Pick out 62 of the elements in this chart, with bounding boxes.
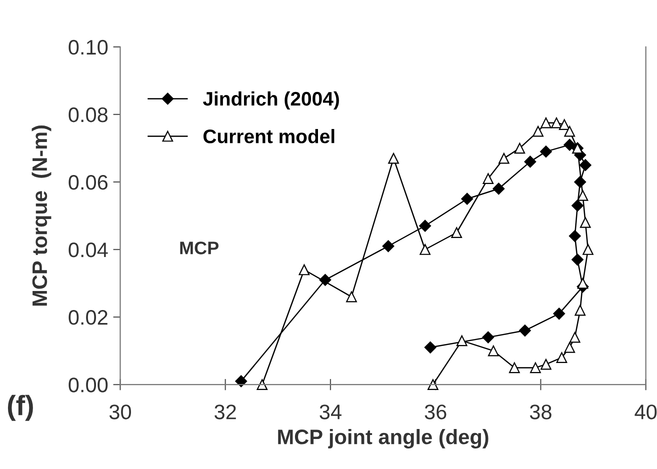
point [461,192,474,205]
point [388,152,399,164]
legend-label: Current model [203,128,334,144]
point [572,200,584,212]
point [428,379,438,390]
y-tick-label: 0.04 [68,242,108,258]
point [540,146,552,158]
point [518,324,531,337]
legend-label: Jindrich (2004) [202,91,339,110]
y-axis-title: MCP torque (N-m) [32,126,52,306]
text: (f) [8,394,33,421]
point [235,375,248,388]
point [553,308,566,320]
point [540,117,552,128]
point [420,244,430,255]
x-tick-label: 36 [424,404,446,420]
point [456,335,468,346]
point [551,117,562,128]
point [574,304,586,316]
point [564,342,576,353]
point [579,159,592,172]
x-tick-label: 32 [214,404,236,420]
point [568,230,581,242]
point [558,119,570,130]
annotation: MCP [180,242,219,254]
point [482,331,494,344]
point [451,227,462,238]
point [482,173,494,184]
y-tick-label: 0.06 [68,174,108,190]
point [498,152,510,164]
point [530,362,541,374]
point [577,278,588,289]
point [382,240,394,252]
point [569,332,580,343]
point [488,345,499,356]
point [509,362,520,374]
point [346,291,357,302]
point [577,190,588,201]
x-tick-label: 34 [320,404,342,420]
point [419,220,432,232]
y-tick-label: 0.02 [68,310,108,325]
point [564,138,576,151]
point [556,352,568,363]
point [540,358,552,370]
point [514,142,526,154]
x-axis-title: MCP joint angle (deg) [278,429,488,449]
y-tick-label: 0.00 [68,378,108,392]
point [564,126,576,137]
point [524,156,536,168]
y-tick-label: 0.08 [68,107,108,122]
x-tick-label: 30 [109,404,132,420]
point [582,244,594,255]
y-tick-label: 0.10 [68,40,108,55]
point [580,217,591,228]
point [572,254,584,266]
point [424,341,436,354]
x-tick-label: 38 [530,404,552,420]
point [298,264,310,276]
point [256,379,268,390]
point [492,182,505,195]
x-tick-label: 40 [634,404,657,420]
point [532,126,544,137]
